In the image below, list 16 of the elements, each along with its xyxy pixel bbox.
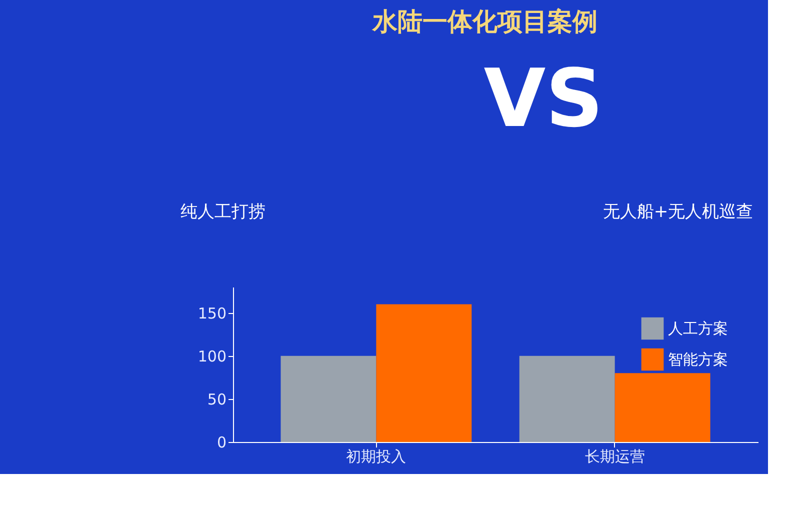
y-tick-label: 150 xyxy=(198,304,226,322)
legend-label: 智能方案 xyxy=(668,350,728,368)
text: 无人船+无人机巡查 xyxy=(602,202,754,222)
x-tick-label: 长期运营 xyxy=(584,448,645,466)
x-tick-label: 初期投入 xyxy=(346,448,406,466)
y-tick-label: 100 xyxy=(198,347,226,366)
bar xyxy=(614,373,710,442)
y-tick-label: 0 xyxy=(216,434,226,452)
text: VS xyxy=(484,52,604,145)
chart-title: 水陆一体化项目案例 xyxy=(372,7,598,36)
bar xyxy=(376,304,472,442)
y-tick-label: 50 xyxy=(207,390,226,408)
bar xyxy=(519,356,615,442)
text: 纯人工打捞 xyxy=(180,202,266,222)
bar xyxy=(280,356,376,442)
legend-label: 人工方案 xyxy=(668,320,728,338)
